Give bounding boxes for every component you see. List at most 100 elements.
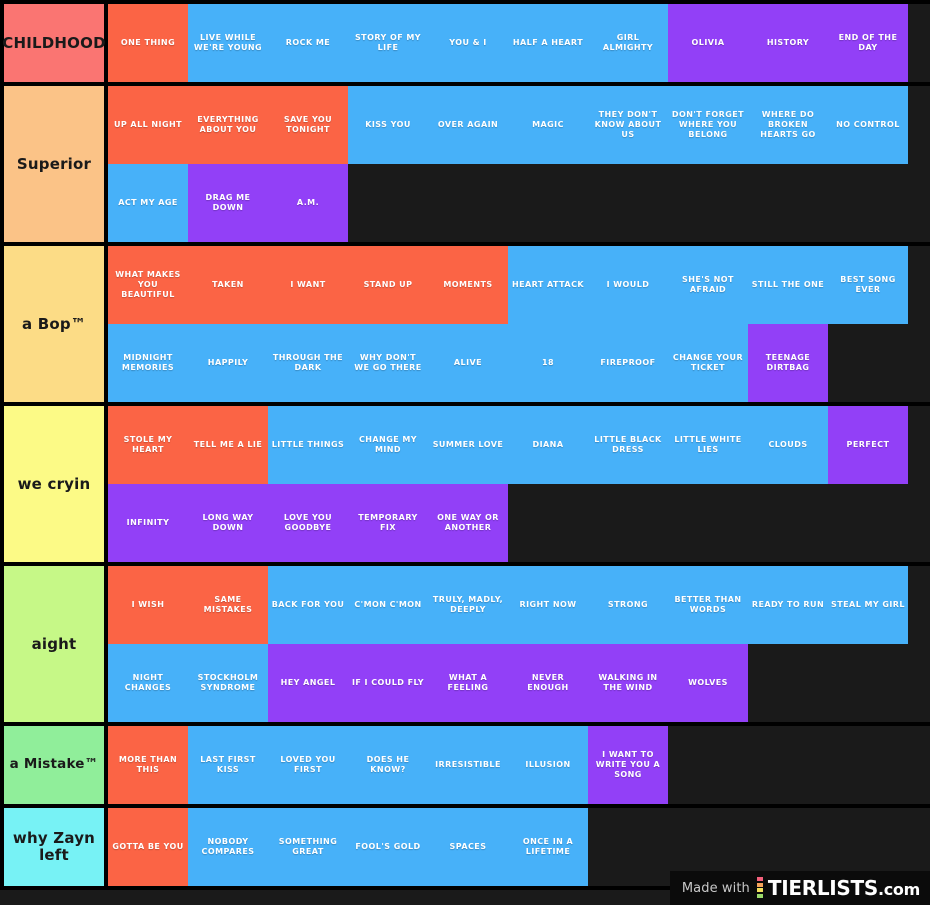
tier-item-tile[interactable]: If I Could Fly xyxy=(348,644,428,722)
tier-item-tile[interactable]: Spaces xyxy=(428,808,508,886)
tier-item-tile[interactable]: Taken xyxy=(188,246,268,324)
tier-item-tile[interactable]: I Want To Write You A Song xyxy=(588,726,668,804)
tier-item-tile[interactable]: Up All Night xyxy=(108,86,188,164)
tier-item-tile[interactable]: Once In A Lifetime xyxy=(508,808,588,886)
tier-item-tile[interactable]: Better Than Words xyxy=(668,566,748,644)
tier-item-tile[interactable]: More Than This xyxy=(108,726,188,804)
tier-item-tile[interactable]: Heart Attack xyxy=(508,246,588,324)
tier-item-tile[interactable]: I Would xyxy=(588,246,668,324)
tier-items-area[interactable]: Up All Night Everything About You Save You… xyxy=(108,86,930,242)
tier-item-tile[interactable]: Olivia xyxy=(668,4,748,82)
tier-item-tile[interactable]: Moments xyxy=(428,246,508,324)
tier-empty-space[interactable] xyxy=(508,484,930,562)
tier-item-tile[interactable]: Drag Me Down xyxy=(188,164,268,242)
tier-item-tile[interactable]: 18 xyxy=(508,324,588,402)
tier-item-tile[interactable]: Last First Kiss xyxy=(188,726,268,804)
tier-item-tile[interactable]: Infinity xyxy=(108,484,188,562)
tier-item-tile[interactable]: Ready To Run xyxy=(748,566,828,644)
tier-empty-space[interactable] xyxy=(668,726,930,804)
tier-item-tile[interactable]: No Control xyxy=(828,86,908,164)
tier-item-tile[interactable]: Change Your Ticket xyxy=(668,324,748,402)
tier-item-tile[interactable]: Happily xyxy=(188,324,268,402)
tier-label[interactable]: Superior xyxy=(0,86,108,242)
tier-items-area[interactable]: I Wish Same Mistakes Back For You C'mon C'm… xyxy=(108,566,930,722)
tier-item-tile[interactable]: End Of The Day xyxy=(828,4,908,82)
tier-item-tile[interactable]: Irresistible xyxy=(428,726,508,804)
tier-item-tile[interactable]: I Wish xyxy=(108,566,188,644)
tier-items-area[interactable]: One Thing Live While We're Young Rock Me St… xyxy=(108,4,930,82)
tier-item-tile[interactable]: Same Mistakes xyxy=(188,566,268,644)
tier-item-tile[interactable]: Over Again xyxy=(428,86,508,164)
tier-item-tile[interactable]: Little Black Dress xyxy=(588,406,668,484)
tier-label[interactable]: why Zayn left xyxy=(0,808,108,886)
tier-item-tile[interactable]: Save You Tonight xyxy=(268,86,348,164)
tier-item-tile[interactable]: Why Don't We Go There xyxy=(348,324,428,402)
tier-item-tile[interactable]: Walking In The Wind xyxy=(588,644,668,722)
tier-item-tile[interactable]: Alive xyxy=(428,324,508,402)
tier-item-tile[interactable]: Still The One xyxy=(748,246,828,324)
tier-item-tile[interactable]: Don't Forget Where You Belong xyxy=(668,86,748,164)
tier-item-tile[interactable]: Change My Mind xyxy=(348,406,428,484)
tier-item-tile[interactable]: One Way Or Another xyxy=(428,484,508,562)
tier-item-tile[interactable]: Stole My Heart xyxy=(108,406,188,484)
tier-item-tile[interactable]: Night Changes xyxy=(108,644,188,722)
tier-item-tile[interactable]: Summer Love xyxy=(428,406,508,484)
tier-item-tile[interactable]: Girl Almighty xyxy=(588,4,668,82)
tier-empty-space[interactable] xyxy=(828,324,930,402)
tier-item-tile[interactable]: One Thing xyxy=(108,4,188,82)
tier-item-tile[interactable]: Illusion xyxy=(508,726,588,804)
tier-item-tile[interactable]: Live While We're Young xyxy=(188,4,268,82)
tier-item-tile[interactable]: Teenage Dirtbag xyxy=(748,324,828,402)
tier-item-tile[interactable]: Long Way Down xyxy=(188,484,268,562)
tier-item-tile[interactable]: Strong xyxy=(588,566,668,644)
tier-item-tile[interactable]: Diana xyxy=(508,406,588,484)
tier-item-tile[interactable]: Truly, Madly, Deeply xyxy=(428,566,508,644)
tier-item-tile[interactable]: What Makes You Beautiful xyxy=(108,246,188,324)
tier-item-tile[interactable]: Kiss You xyxy=(348,86,428,164)
tier-item-tile[interactable]: They Don't Know About Us xyxy=(588,86,668,164)
tier-items-area[interactable]: More Than This Last First Kiss Loved You F… xyxy=(108,726,930,804)
tier-item-tile[interactable]: Rock Me xyxy=(268,4,348,82)
tier-items-area[interactable]: What Makes You Beautiful Taken I Want Stand… xyxy=(108,246,930,402)
tier-item-tile[interactable]: Where Do Broken Hearts Go xyxy=(748,86,828,164)
tier-item-tile[interactable]: Little Things xyxy=(268,406,348,484)
tier-item-tile[interactable]: Hey Angel xyxy=(268,644,348,722)
tier-item-tile[interactable]: She's Not Afraid xyxy=(668,246,748,324)
tier-item-tile[interactable]: Best Song Ever xyxy=(828,246,908,324)
tier-item-tile[interactable]: Half A Heart xyxy=(508,4,588,82)
tier-item-tile[interactable]: I Want xyxy=(268,246,348,324)
tier-item-tile[interactable]: Stand Up xyxy=(348,246,428,324)
tier-item-tile[interactable]: Clouds xyxy=(748,406,828,484)
tier-item-tile[interactable]: What A Feeling xyxy=(428,644,508,722)
tier-item-tile[interactable]: Fireproof xyxy=(588,324,668,402)
tier-item-tile[interactable]: Never Enough xyxy=(508,644,588,722)
tier-item-tile[interactable]: C'mon C'mon xyxy=(348,566,428,644)
tier-empty-space[interactable] xyxy=(748,644,930,722)
tier-item-tile[interactable]: Love You Goodbye xyxy=(268,484,348,562)
tier-item-tile[interactable]: Back For You xyxy=(268,566,348,644)
tier-empty-space[interactable] xyxy=(348,164,930,242)
tier-label[interactable]: CHILDHOOD xyxy=(0,4,108,82)
tier-items-area[interactable]: Stole My Heart Tell Me A Lie Little Things… xyxy=(108,406,930,562)
tier-item-tile[interactable]: Tell Me A Lie xyxy=(188,406,268,484)
tier-item-tile[interactable]: Fool's Gold xyxy=(348,808,428,886)
tier-item-tile[interactable]: Act My Age xyxy=(108,164,188,242)
tier-item-tile[interactable]: You & I xyxy=(428,4,508,82)
tier-item-tile[interactable]: Wolves xyxy=(668,644,748,722)
tier-item-tile[interactable]: Temporary Fix xyxy=(348,484,428,562)
tier-label[interactable]: a Bop™ xyxy=(0,246,108,402)
tier-item-tile[interactable]: Loved You First xyxy=(268,726,348,804)
tier-item-tile[interactable]: History xyxy=(748,4,828,82)
tier-item-tile[interactable]: A.M. xyxy=(268,164,348,242)
tier-item-tile[interactable]: Gotta Be You xyxy=(108,808,188,886)
tier-item-tile[interactable]: Does He Know? xyxy=(348,726,428,804)
tier-item-tile[interactable]: Nobody Compares xyxy=(188,808,268,886)
tier-item-tile[interactable]: Perfect xyxy=(828,406,908,484)
tier-item-tile[interactable]: Something Great xyxy=(268,808,348,886)
tier-item-tile[interactable]: Right Now xyxy=(508,566,588,644)
tier-item-tile[interactable]: Magic xyxy=(508,86,588,164)
tier-item-tile[interactable]: Through The Dark xyxy=(268,324,348,402)
tier-item-tile[interactable]: Stockholm Syndrome xyxy=(188,644,268,722)
tier-label[interactable]: aight xyxy=(0,566,108,722)
tier-label[interactable]: a Mistake™ xyxy=(0,726,108,804)
